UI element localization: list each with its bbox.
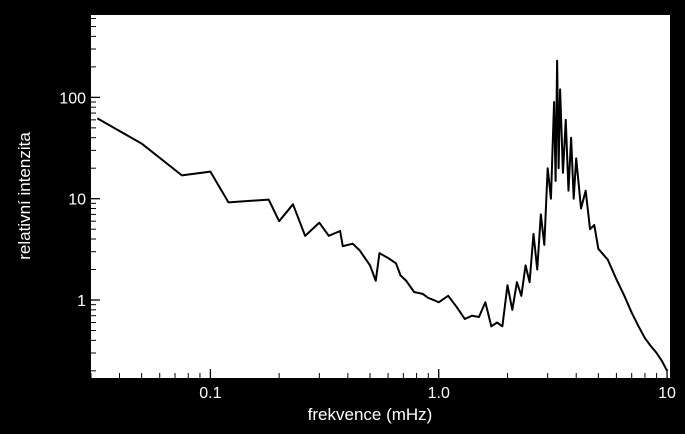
tick-labels: 0.1 1.0 10 1 10 100 <box>59 90 676 402</box>
y-tick-label: 100 <box>59 90 86 107</box>
y-axis-label: relativní intenzita <box>15 132 34 260</box>
series-line <box>96 59 668 372</box>
ticks <box>90 18 668 378</box>
x-axis-label: frekvence (mHz) <box>308 405 433 424</box>
series-layer <box>96 59 668 372</box>
x-tick-label: 0.1 <box>199 385 221 402</box>
x-tick-label: 1.0 <box>428 385 450 402</box>
y-tick-label: 10 <box>68 192 86 209</box>
y-tick-label: 1 <box>77 293 86 310</box>
x-tick-label: 10 <box>658 385 676 402</box>
